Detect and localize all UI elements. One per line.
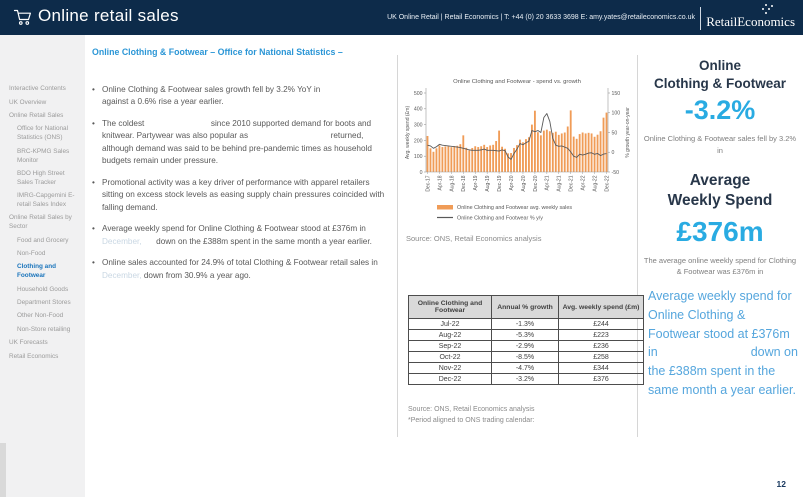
column-divider: [637, 55, 638, 437]
sidebar-item-food-grocery[interactable]: Food and Grocery: [17, 236, 69, 244]
table-row: Aug-22 -5.3% £223: [408, 329, 644, 341]
svg-text:Dec-17: Dec-17: [425, 175, 431, 191]
svg-text:Aug-22: Aug-22: [592, 175, 598, 191]
growth-stat: -3.2%: [684, 95, 756, 126]
svg-text:50: 50: [612, 130, 618, 136]
svg-text:400: 400: [414, 107, 423, 113]
svg-text:Apr-20: Apr-20: [509, 175, 515, 190]
table-header: Avg. weekly spend (£m): [558, 295, 644, 319]
svg-text:Apr-19: Apr-19: [473, 175, 479, 190]
sidebar-item-non-food[interactable]: Non-Food: [17, 250, 46, 258]
sidebar-item-bdo[interactable]: BDO High Street Sales Tracker: [17, 169, 65, 186]
svg-text:Apr-22: Apr-22: [581, 175, 587, 190]
header-bar: Online retail sales UK Online Retail | R…: [0, 0, 803, 35]
svg-text:0: 0: [420, 170, 423, 176]
sidebar-item-uk-forecasts[interactable]: UK Forecasts: [9, 339, 48, 347]
svg-text:Apr-18: Apr-18: [437, 175, 443, 190]
sidebar-item-retail-economics[interactable]: Retail Economics: [9, 352, 59, 360]
svg-text:200: 200: [414, 138, 423, 144]
sidebar-item-interactive-contents[interactable]: Interactive Contents: [9, 85, 66, 93]
sidebar-item-sales-by-sector[interactable]: Online Retail Sales by Sector: [9, 214, 72, 231]
table-row: Sep-22 -2.9% £236: [408, 340, 644, 352]
page-title: Online retail sales: [38, 6, 179, 25]
svg-text:150: 150: [612, 91, 621, 97]
sidebar-item-non-store-retailing[interactable]: Non-Store retailing: [17, 325, 71, 333]
svg-text:Dec-20: Dec-20: [533, 175, 539, 191]
sidebar-item-brc-kpmg[interactable]: BRC-KPMG Sales Monitor: [17, 147, 70, 164]
svg-text:Aug-18: Aug-18: [449, 175, 455, 191]
spend-vs-growth-chart: 0 100 200 300 400 500 -50 0 50 100 150 Dec-17 Apr-18…: [405, 79, 631, 222]
table-row: Oct-22 -8.5% £258: [408, 351, 644, 363]
sidebar-item-online-retail-sales[interactable]: Online Retail Sales: [9, 111, 64, 119]
svg-text:% growth year-on-year: % growth year-on-year: [625, 107, 631, 158]
growth-caption: Online Clothing & Footwear sales fell by…: [643, 134, 797, 155]
sidebar-item-imrg[interactable]: IMRG-Capgemini E-retail Sales Index: [17, 192, 75, 209]
sidebar-item-clothing-footwear[interactable]: Clothing and Footwear: [17, 263, 57, 280]
svg-text:Online Clothing and Footwear %: Online Clothing and Footwear % y/y: [457, 216, 543, 222]
monthly-data-table: Online Clothing and Footwear Annual % gr…: [408, 295, 644, 385]
shopping-cart-icon: [13, 9, 32, 31]
contents-sidebar: Interactive Contents UK Overview Online …: [0, 35, 85, 497]
svg-text:500: 500: [414, 91, 423, 97]
bullet-item: • Promotional activity was a key driver …: [92, 177, 385, 212]
svg-text:Online Clothing and Footwear -: Online Clothing and Footwear - spend vs.…: [453, 79, 581, 85]
svg-text:Dec-18: Dec-18: [461, 175, 467, 191]
svg-text:100: 100: [414, 154, 423, 160]
sidebar-item-household-goods[interactable]: Household Goods: [17, 285, 69, 293]
svg-text:Dec-21: Dec-21: [569, 175, 575, 191]
highlight-callout: Average weekly spend for Online Clothing…: [648, 289, 798, 397]
retail-economics-logo: RetailEconomics: [700, 7, 797, 30]
svg-text:0: 0: [612, 150, 615, 156]
header-contact-info: UK Online Retail | Retail Economics | T:…: [387, 14, 695, 21]
table-source-note: Source: ONS, Retail Economics analysis *…: [408, 406, 535, 424]
bullet-item: • Average weekly spend for Online Clothi…: [92, 224, 372, 246]
svg-text:Avg. weekly spend (£m): Avg. weekly spend (£m): [405, 106, 411, 160]
stat-title: Online Clothing & Footwear: [654, 58, 786, 91]
svg-text:Aug-21: Aug-21: [557, 175, 563, 191]
page-number: 12: [776, 479, 786, 489]
section-heading: Online Clothing & Footwear – Office for …: [92, 47, 343, 57]
table-header: Online Clothing and Footwear: [408, 295, 492, 319]
svg-text:Aug-19: Aug-19: [485, 175, 491, 191]
chart-source-note: Source: ONS, Retail Economics analysis: [406, 234, 542, 243]
bullet-item: • Online Clothing & Footwear sales growt…: [92, 85, 321, 107]
table-header: Annual % growth: [491, 295, 559, 319]
spend-caption: The average online weekly spend for Clot…: [643, 255, 797, 277]
sidebar-item-department-stores[interactable]: Department Stores: [17, 299, 71, 307]
sidebar-item-uk-overview[interactable]: UK Overview: [9, 98, 47, 106]
stat-title: Average Weekly Spend: [667, 172, 773, 210]
svg-text:Aug-20: Aug-20: [521, 175, 527, 191]
svg-text:100: 100: [612, 111, 621, 117]
svg-text:Apr-21: Apr-21: [545, 175, 551, 190]
bullet-list: • Online Clothing & Footwear sales growt…: [92, 84, 392, 291]
sidebar-item-ons[interactable]: Office for National Statistics (ONS): [17, 125, 69, 142]
table-row: Jul-22 -1.3% £244: [408, 318, 644, 330]
logo-dots-icon: [765, 12, 767, 14]
summary-panel: Online Clothing & Footwear -3.2% Online …: [641, 57, 799, 278]
bullet-item: • Online sales accounted for 24.9% of to…: [92, 258, 378, 280]
sidebar-item-other-non-food[interactable]: Other Non-Food: [17, 312, 64, 320]
column-divider: [397, 55, 398, 437]
spend-stat: £376m: [676, 215, 764, 247]
svg-text:Online Clothing and Footwear a: Online Clothing and Footwear avg. weekly…: [457, 205, 572, 211]
table-row: Nov-22 -4.7% £344: [408, 362, 644, 374]
scrollbar-thumb[interactable]: [0, 443, 6, 497]
svg-text:-50: -50: [612, 170, 620, 176]
svg-text:Dec-19: Dec-19: [497, 175, 503, 191]
svg-text:Dec-22: Dec-22: [604, 175, 610, 191]
table-row: Dec-22 -3.2% £376: [408, 373, 644, 385]
bullet-item: • The coldest since 2010 supported deman…: [92, 118, 372, 166]
svg-text:300: 300: [414, 123, 423, 129]
